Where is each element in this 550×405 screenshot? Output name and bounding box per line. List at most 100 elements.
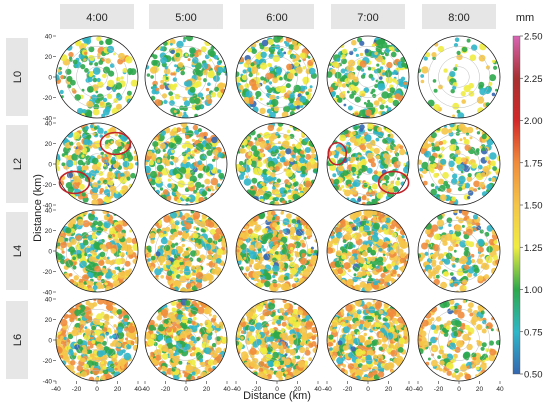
rain-cell — [376, 265, 380, 270]
rain-cell — [440, 281, 448, 289]
rain-cell — [184, 250, 190, 256]
rain-cell — [86, 346, 91, 350]
rain-cell — [157, 334, 164, 341]
rain-cell — [189, 359, 196, 366]
rain-cell — [280, 254, 288, 262]
rain-cell — [180, 70, 185, 76]
rain-cell — [470, 259, 476, 264]
rain-cell — [428, 271, 434, 277]
rain-cell — [328, 178, 335, 185]
rain-cell — [212, 233, 220, 241]
y-tick-label: -20 — [43, 182, 53, 189]
rain-cell — [190, 250, 197, 257]
rain-cell — [291, 235, 297, 240]
range-ring — [76, 230, 118, 272]
x-tick-label: 40 — [134, 386, 142, 393]
rain-cell — [194, 62, 202, 70]
rain-cell — [82, 162, 86, 166]
rain-cell — [379, 104, 385, 110]
rain-cell — [330, 150, 336, 156]
rain-cell — [71, 153, 79, 161]
rain-cell — [449, 123, 455, 128]
rain-cell — [83, 58, 87, 62]
rain-cell — [466, 272, 473, 278]
rain-cell — [205, 95, 211, 100]
rain-cell — [403, 81, 407, 86]
rain-cell — [186, 213, 190, 217]
rain-cell — [182, 195, 187, 200]
rain-cell — [479, 87, 487, 96]
rain-cell — [366, 167, 373, 174]
rain-cell — [89, 344, 94, 349]
x-tick-label: -40 — [51, 386, 61, 393]
rain-cell — [150, 239, 155, 244]
rain-cell — [377, 260, 384, 267]
rain-cell — [256, 133, 262, 139]
rain-cell — [88, 213, 96, 221]
rain-cell — [260, 76, 265, 81]
rain-cell — [425, 228, 431, 235]
rain-cell — [65, 345, 71, 351]
rain-cell — [362, 251, 368, 257]
y-tick-label: 40 — [45, 297, 53, 304]
range-ring — [155, 220, 217, 282]
rain-cell — [96, 226, 104, 234]
rain-cell — [486, 183, 493, 190]
rain-cell — [83, 43, 88, 47]
rain-cell — [246, 136, 251, 141]
rain-cell — [262, 309, 270, 317]
rain-cell — [270, 172, 276, 178]
range-ring — [66, 46, 128, 108]
rain-cell — [68, 273, 73, 277]
radar-panel-L6-600: -40 -20 0 20 40 — [231, 298, 322, 393]
rain-cell — [449, 144, 457, 152]
rain-cell — [364, 284, 372, 292]
rain-cell — [80, 213, 84, 217]
rain-cell — [264, 272, 272, 281]
rain-cell — [464, 182, 471, 189]
rain-cell — [164, 73, 168, 77]
rain-cell — [448, 223, 452, 227]
rain-cell — [291, 218, 297, 224]
rain-cell — [207, 237, 213, 243]
radar-panel-L2-700 — [326, 122, 410, 206]
rain-cell — [382, 250, 386, 254]
rain-cell — [107, 171, 113, 177]
rain-cell — [120, 76, 124, 80]
rain-cell — [287, 194, 292, 200]
rain-cell — [328, 157, 336, 165]
rain-cell — [372, 245, 377, 250]
rain-cell — [172, 167, 180, 176]
rain-cell — [173, 373, 180, 381]
rain-cell — [378, 229, 382, 233]
rain-cell — [460, 165, 465, 170]
rain-cell — [118, 194, 122, 198]
rain-cell — [282, 228, 287, 233]
rain-cell — [249, 347, 257, 355]
rain-cell — [284, 312, 288, 316]
rain-cell — [283, 276, 289, 281]
rain-cell — [185, 283, 192, 289]
rain-cell — [240, 330, 245, 334]
rain-cell — [124, 327, 129, 332]
rain-cell — [243, 354, 249, 359]
rain-cell — [297, 360, 306, 368]
rain-cell — [173, 231, 179, 237]
rain-cell — [96, 77, 101, 83]
rain-cell — [392, 94, 396, 99]
rain-cell — [432, 163, 437, 168]
rain-cell — [173, 110, 177, 113]
rain-cell — [201, 341, 209, 349]
rain-cell — [72, 160, 78, 166]
rain-cell — [420, 79, 425, 84]
rain-cell — [211, 136, 218, 144]
rain-cell — [364, 48, 369, 54]
rain-cell — [361, 244, 367, 250]
rain-cell — [452, 173, 458, 179]
rain-cell — [488, 238, 495, 245]
range-ring — [347, 230, 389, 272]
rain-cell — [248, 244, 255, 251]
rain-cell — [96, 313, 104, 321]
rain-cell — [386, 145, 391, 149]
rain-cell — [428, 155, 436, 162]
